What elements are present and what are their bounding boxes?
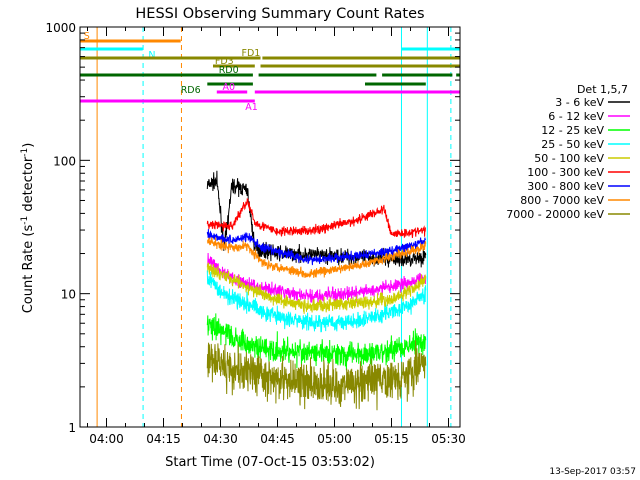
x-tick-label: 04:15	[146, 432, 181, 446]
series-line	[206, 262, 427, 314]
x-axis-label: Start Time (07-Oct-15 03:53:02)	[165, 455, 375, 470]
legend-label: 7000 - 20000 keV	[506, 208, 604, 221]
series-line	[206, 229, 427, 266]
x-tick-label: 04:00	[89, 432, 124, 446]
plot-frame	[79, 26, 461, 428]
y-axis-label: Count Rate (s-1 detector-1)	[20, 143, 36, 314]
y-tick-label: 1	[68, 421, 76, 435]
y-tick-label: 1000	[45, 21, 76, 35]
legend-label: 12 - 25 keV	[541, 124, 604, 137]
legend-label: 6 - 12 keV	[548, 110, 604, 123]
legend-label: 300 - 800 keV	[527, 180, 604, 193]
y-tick-label: 100	[53, 154, 76, 168]
y-axis-label-part: )	[21, 143, 36, 148]
flag-label: RD6	[181, 85, 201, 96]
flag-label: RD0	[219, 65, 239, 76]
x-tick-label: 05:15	[374, 432, 409, 446]
y-axis-label-exponent: -1	[20, 216, 30, 225]
series-line	[206, 313, 427, 371]
mode-change-lines	[96, 27, 452, 427]
x-tick-label: 05:00	[317, 432, 352, 446]
series-group	[206, 170, 427, 411]
series-line	[206, 252, 427, 305]
flag-label: A1	[245, 102, 258, 113]
x-tick-label: 04:45	[260, 432, 295, 446]
series-line	[206, 198, 427, 238]
x-axis-ticks: 04:00 04:15 04:30 04:45 05:00 05:15 05:30	[86, 27, 466, 446]
y-axis-ticks: 1 10 100 1000	[45, 21, 460, 435]
legend-label: 3 - 6 keV	[555, 96, 604, 109]
legend-label: 800 - 7000 keV	[520, 194, 604, 207]
flag-label: FD1	[242, 48, 261, 59]
y-axis-label-part: detector	[21, 156, 36, 216]
legend-label: 50 - 100 keV	[534, 152, 604, 165]
chart-title: HESSI Observing Summary Count Rates	[135, 6, 424, 22]
x-tick-label: 05:30	[431, 432, 466, 446]
footer-timestamp: 13-Sep-2017 03:57	[549, 467, 636, 477]
legend-label: 25 - 50 keV	[541, 138, 604, 151]
series-line	[206, 237, 427, 278]
y-axis-label-exponent: -1	[20, 148, 30, 157]
series-line	[206, 340, 427, 411]
y-axis-label-part: Count Rate (s	[21, 225, 36, 314]
legend-title: Det 1,5,7	[577, 83, 628, 96]
flag-label: A0	[223, 82, 236, 93]
legend-label: 100 - 300 keV	[527, 166, 604, 179]
flag-label: N	[148, 50, 155, 61]
flag-label: S	[84, 31, 90, 42]
series-line	[206, 270, 427, 333]
flag-label: FD3	[215, 56, 234, 67]
x-tick-label: 04:30	[203, 432, 238, 446]
y-tick-label: 10	[61, 288, 76, 302]
